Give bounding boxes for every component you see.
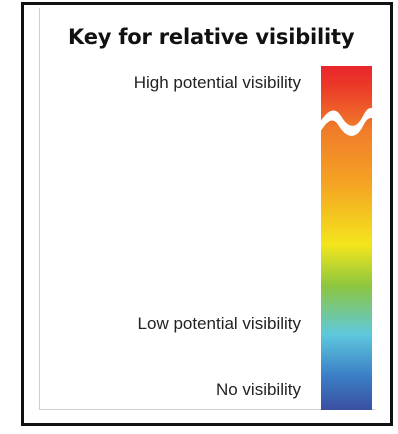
scale-break-icon xyxy=(321,108,372,136)
divider-left xyxy=(39,8,40,410)
visibility-color-ramp xyxy=(321,66,372,410)
legend-title: Key for relative visibility xyxy=(68,25,355,49)
label-high-visibility: High potential visibility xyxy=(133,73,301,92)
label-low-visibility: Low potential visibility xyxy=(137,314,301,333)
divider-bottom xyxy=(39,409,375,410)
label-no-visibility: No visibility xyxy=(215,380,301,399)
